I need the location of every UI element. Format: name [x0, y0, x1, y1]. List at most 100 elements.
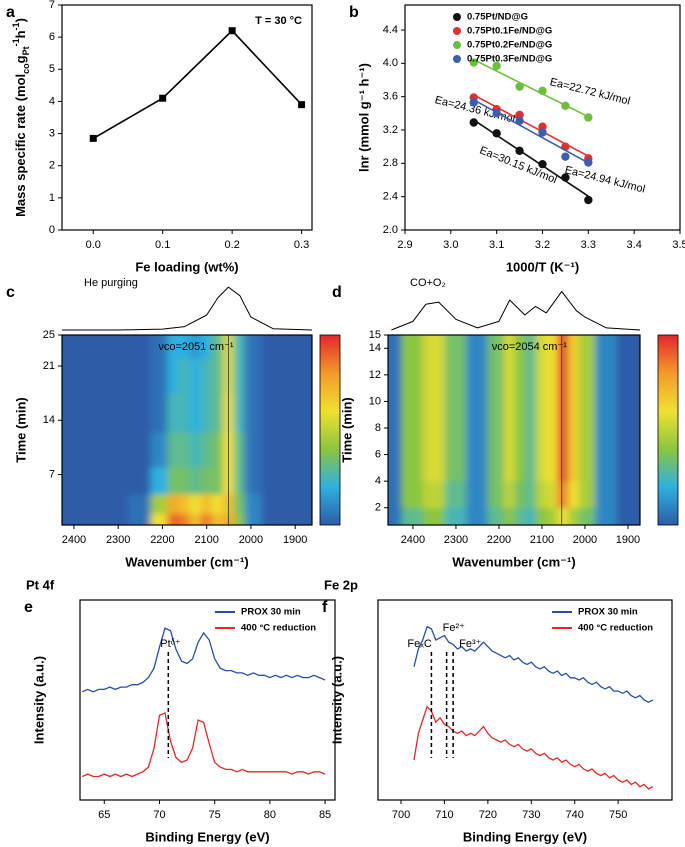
y-tick-label: 2.8: [383, 157, 398, 169]
y-axis-label: Mass specific rate (molcogPt-1h-1): [11, 18, 31, 217]
heatmap-cell: [84, 357, 108, 394]
rate-marker: [159, 94, 167, 102]
x-axis-label: Wavenumber (cm⁻¹): [452, 554, 575, 569]
heatmap-cell: [466, 447, 489, 482]
heatmap-cell: [128, 493, 152, 514]
heatmap-cell: [178, 466, 191, 495]
data-point: [584, 158, 593, 167]
heatmap-cell: [487, 367, 505, 409]
heatmap-cell: [638, 407, 640, 449]
heatmap-cell: [189, 493, 202, 514]
heatmap-cell: [423, 480, 446, 509]
heatmap-cell: [525, 335, 538, 369]
plot-frame: [79, 599, 336, 801]
legend-label: PROX 30 min: [241, 607, 301, 618]
y-axis-label: Intensity (a.u.): [329, 656, 344, 744]
heatmap-cell: [616, 480, 640, 509]
y-axis-label: lnr (mmol g⁻¹ h⁻¹): [356, 63, 371, 172]
heatmap-cell: [568, 367, 581, 409]
heatmap-cell: [244, 335, 263, 359]
x-axis-label: Binding Energy (eV): [463, 829, 587, 844]
panel-label: a: [6, 4, 15, 21]
heatmap-cell: [595, 407, 618, 449]
heatmap-cell: [487, 507, 505, 525]
rate-marker: [228, 27, 236, 35]
heatmap-cell: [514, 367, 527, 409]
heatmap-cell: [525, 367, 538, 409]
heatmap-cell: [244, 431, 263, 468]
heatmap-cell: [283, 357, 307, 394]
x-tick-label: 2100: [194, 534, 218, 546]
y-axis-label: Time (min): [339, 397, 354, 463]
heatmap-cell: [106, 493, 130, 514]
heatmap-cell: [388, 447, 403, 482]
heatmap-cell: [616, 507, 640, 525]
heatmap-cell: [568, 507, 581, 525]
heatmap-cell: [211, 493, 224, 514]
panel-label: c: [6, 284, 15, 301]
panel-label: f: [322, 599, 328, 616]
x-tick-label: 0.1: [155, 239, 170, 251]
y-tick-label: 3.6: [383, 91, 398, 103]
heatmap-cell: [222, 431, 235, 468]
heatmap-cell: [283, 493, 307, 514]
legend-label: 0.75Pt/ND@G: [467, 12, 528, 23]
spectrum-line: [81, 627, 326, 693]
x-tick-label: 3.2: [535, 239, 550, 251]
heatmap-cell: [128, 392, 152, 433]
heatmap-cell: [189, 357, 202, 394]
heatmap-cell: [189, 431, 202, 468]
heatmap-cell: [84, 466, 108, 495]
heatmap-cell: [401, 367, 425, 409]
heatmap-cell: [557, 447, 570, 482]
data-point: [515, 116, 524, 126]
data-point: [538, 122, 547, 131]
heatmap-cell: [305, 493, 312, 514]
y-axis-label-part: co: [21, 63, 31, 74]
heatmap-cell: [62, 357, 86, 394]
reference-label: Ptᵟ⁺: [160, 638, 181, 650]
legend-label: 400 °C reduction: [578, 623, 653, 634]
plot-frame: [61, 334, 313, 526]
legend-marker: [453, 27, 461, 35]
heatmap-cell: [503, 335, 516, 369]
heatmap-cell: [546, 480, 559, 509]
heatmap-cell: [200, 493, 213, 514]
heatmap-cell: [167, 357, 180, 394]
x-tick-label: 750: [609, 809, 627, 821]
x-tick-label: 700: [392, 809, 410, 821]
x-tick-label: 65: [98, 809, 110, 821]
heatmap-cell: [595, 447, 618, 482]
legend-marker: [453, 13, 461, 21]
x-tick-label: 3.5: [672, 239, 685, 251]
heatmap-cell: [503, 447, 516, 482]
heatmap-cell: [595, 367, 618, 409]
panel-label: d: [332, 284, 342, 301]
y-tick-label: 6: [375, 448, 381, 460]
heatmap-cell: [536, 367, 548, 409]
legend-label: 0.75Pt0.3Fe/ND@G: [467, 54, 552, 65]
heatmap-cell: [283, 431, 307, 468]
heatmap-cell: [638, 507, 640, 525]
heatmap-cell: [503, 480, 516, 509]
heatmap-cell: [487, 335, 505, 369]
heatmap-cell: [536, 447, 548, 482]
heatmap-cell: [579, 507, 597, 525]
y-tick-label: 21: [43, 360, 55, 372]
spectrum-line: [391, 290, 641, 331]
data-point: [492, 129, 501, 138]
data-point: [515, 110, 524, 120]
heatmap-cell: [487, 407, 505, 449]
data-point: [584, 113, 593, 122]
heatmap-cell: [466, 407, 489, 449]
heatmap-cell: [150, 392, 169, 433]
x-tick-label: 2100: [530, 534, 554, 546]
heatmap-cell: [638, 367, 640, 409]
y-tick-label: 1: [49, 192, 55, 204]
heatmap-cell: [84, 512, 108, 525]
y-tick-label: 2.4: [383, 191, 398, 203]
y-tick-label: 14: [43, 414, 55, 426]
y-tick-label: 3.2: [383, 124, 398, 136]
reference-label: Fe³⁺: [459, 638, 482, 650]
heatmap-cell: [283, 392, 307, 433]
